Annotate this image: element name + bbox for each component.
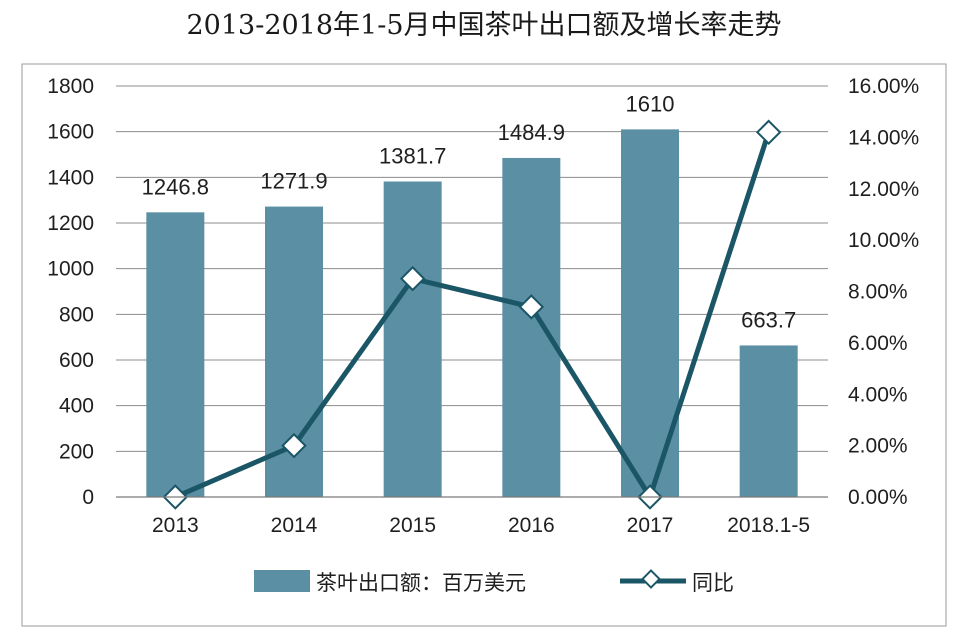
- growth-line: [174, 131, 772, 500]
- line-point-marker: [755, 119, 782, 145]
- bar: [739, 345, 798, 497]
- legend-bar-label: 茶叶出口额：百万美元: [316, 571, 526, 595]
- bar-value-label: 1381.7: [379, 144, 446, 169]
- y-left-tick-label: 200: [59, 440, 94, 463]
- x-tick-label: 2018.1-5: [727, 514, 810, 537]
- y-right-tick-label: 16.00%: [848, 75, 919, 98]
- y-right-tick-label: 14.00%: [848, 126, 919, 149]
- chart-frame: [21, 63, 947, 627]
- legend-bar-swatch: [254, 570, 310, 592]
- y-left-tick-label: 0: [82, 486, 94, 509]
- y-right-tick-label: 0.00%: [848, 486, 908, 509]
- bar-series: [146, 129, 798, 498]
- line-point-marker: [399, 265, 426, 292]
- y-right-tick-label: 6.00%: [848, 332, 908, 355]
- axes: 0 200 400 600 800 1000 1200 1400 1600 1800 0.00% 2.…: [47, 75, 919, 537]
- y-left-tick-label: 1000: [47, 258, 94, 281]
- x-tick-label: 2014: [271, 514, 318, 537]
- bar: [383, 181, 442, 497]
- bar-value-label: 663.7: [741, 307, 796, 332]
- line-point-marker: [281, 432, 307, 459]
- x-tick-label: 2017: [627, 514, 674, 537]
- y-left-tick-label: 600: [59, 349, 94, 372]
- x-tick-label: 2013: [152, 514, 199, 537]
- chart-title: 2013-2018年1-5月中国茶叶出口额及增长率走势: [186, 10, 781, 41]
- y-left-tick-label: 400: [59, 395, 94, 418]
- bar-value-label: 1484.9: [498, 120, 565, 145]
- legend-line-label: 同比: [692, 571, 734, 595]
- y-left-tick-label: 1800: [47, 75, 94, 98]
- bar: [502, 157, 561, 498]
- legend-line-marker: [641, 569, 661, 589]
- y-left-tick-label: 1400: [47, 166, 94, 189]
- x-tick-label: 2016: [508, 514, 555, 537]
- y-left-tick-label: 1200: [47, 212, 94, 235]
- x-tick-label: 2015: [389, 514, 436, 537]
- y-right-tick-label: 10.00%: [848, 229, 919, 252]
- y-right-tick-label: 8.00%: [848, 281, 908, 304]
- bar: [146, 212, 205, 497]
- line-point-marker: [518, 294, 545, 320]
- y-right-tick-label: 2.00%: [848, 435, 908, 458]
- bar-value-label: 1246.8: [142, 174, 209, 199]
- bar-value-label: 1271.9: [260, 169, 327, 194]
- y-right-tick-label: 4.00%: [848, 383, 908, 406]
- grid-lines: [116, 85, 828, 452]
- y-right-tick-label: 12.00%: [848, 178, 919, 201]
- y-left-tick-label: 800: [59, 303, 94, 326]
- legend: 茶叶出口额：百万美元 同比: [254, 569, 734, 595]
- bar-value-label: 1610: [626, 91, 675, 116]
- bar-value-labels: 1246.8 1271.9 1381.7 1484.9 1610 663.7: [142, 91, 797, 332]
- y-left-tick-label: 1600: [47, 121, 94, 144]
